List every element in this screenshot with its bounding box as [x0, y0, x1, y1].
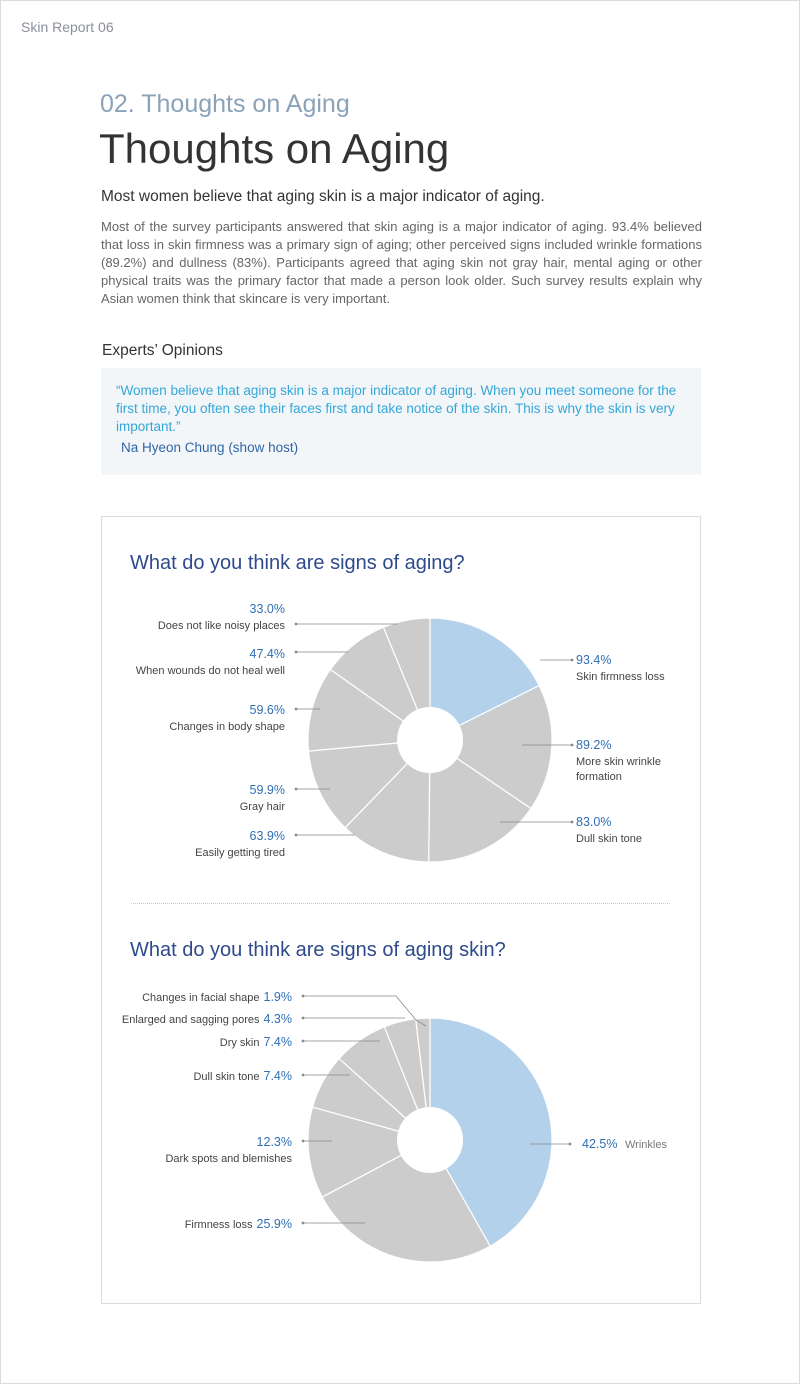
chart2-category-label-2: Dark spots and blemishes — [165, 1153, 292, 1165]
expert-quote-box: “Women believe that aging skin is a majo… — [101, 368, 701, 475]
chart-panel — [101, 516, 701, 1304]
chart1-pct-label-3: 63.9% — [250, 829, 285, 843]
chart2-slice-0 — [429, 1017, 553, 1247]
expert-quote: “Women believe that aging skin is a majo… — [116, 383, 677, 434]
chart2-category-label-3: Dull skin tone — [193, 1071, 259, 1083]
chart2-pct-label-5: 4.3% — [264, 1012, 293, 1026]
chart1-pct-label-6: 47.4% — [250, 647, 285, 661]
chart1-slice-3 — [344, 738, 431, 863]
experts-heading: Experts’ Opinions — [102, 342, 223, 359]
chart2-category-label-0: Wrinkles — [625, 1139, 667, 1151]
chart2-donut-hole — [397, 1107, 463, 1173]
chart1-category-label-6: When wounds do not heal well — [136, 665, 285, 677]
chart1-leader-dot-1 — [570, 743, 574, 747]
chart1-category-label-5: Changes in body shape — [169, 721, 285, 733]
chart-divider — [131, 903, 670, 904]
chart2-leader-dot-0 — [568, 1142, 572, 1146]
chart1-title: What do you think are signs of aging? — [130, 552, 465, 574]
chart1-leader-dot-6 — [294, 650, 298, 654]
chart2-pct-label-6: 1.9% — [264, 990, 293, 1004]
chart2-leader-6 — [303, 995, 427, 1027]
chart1-category-label-2: Dull skin tone — [576, 833, 642, 845]
chart1-donut-hole — [397, 707, 463, 773]
chart1-leader-dot-5 — [294, 707, 298, 711]
chart1-category-label-7: Does not like noisy places — [158, 620, 286, 632]
quote-author: Na Hyeon Chung (show host) — [121, 440, 299, 455]
chart1-leader-dot-7 — [294, 622, 298, 626]
chart2-leader-dot-4 — [301, 1039, 305, 1043]
chart1-leader-dot-0 — [570, 658, 574, 662]
chart2-category-label-5: Enlarged and sagging pores — [122, 1014, 260, 1026]
page-title: Thoughts on Aging — [99, 125, 450, 172]
chart1-leader-dot-3 — [294, 833, 298, 837]
chart1-slice-2 — [428, 738, 532, 863]
chart1-slice-4 — [307, 739, 432, 829]
chart2-category-label-6: Changes in facial shape — [142, 992, 259, 1004]
chart1-category-label-1-line1: formation — [576, 771, 622, 783]
chart2-leader-dot-1 — [301, 1221, 305, 1225]
report-label: Skin Report 06 — [21, 19, 114, 35]
chart1-pct-label-4: 59.9% — [250, 783, 285, 797]
chart1-category-label-1-line0: More skin wrinkle — [576, 756, 661, 768]
chart1-leader-dot-2 — [570, 820, 574, 824]
chart1-pct-label-7: 33.0% — [250, 602, 285, 616]
chart1-slice-0 — [429, 617, 540, 741]
body-paragraph: Most of the survey participants answered… — [101, 219, 702, 306]
chart1-pct-label-0: 93.4% — [576, 653, 611, 667]
chart2-leader-dot-2 — [301, 1139, 305, 1143]
chart2-title: What do you think are signs of aging ski… — [130, 939, 506, 961]
section-number: 02. Thoughts on Aging — [100, 90, 350, 118]
chart1-pct-label-2: 83.0% — [576, 815, 611, 829]
chart1-pct-label-1: 89.2% — [576, 738, 611, 752]
chart2-pct-label-0: 42.5% — [582, 1137, 617, 1151]
chart2-category-label-1: Firmness loss — [185, 1219, 253, 1231]
chart2-slice-1 — [321, 1139, 492, 1263]
chart1-leader-dot-4 — [294, 787, 298, 791]
chart2-pct-label-1: 25.9% — [257, 1217, 292, 1231]
chart2-leader-dot-6 — [301, 994, 305, 998]
chart2-leader-dot-3 — [301, 1073, 305, 1077]
chart1-category-label-0: Skin firmness loss — [576, 671, 665, 683]
chart2-leader-dot-5 — [301, 1016, 305, 1020]
chart1-category-label-3: Easily getting tired — [195, 847, 285, 859]
chart1-slice-1 — [428, 684, 553, 810]
chart2-pct-label-2: 12.3% — [257, 1135, 292, 1149]
chart2-pct-label-4: 7.4% — [264, 1035, 293, 1049]
chart2-slice-2 — [307, 1106, 432, 1198]
lead-sentence: Most women believe that aging skin is a … — [101, 188, 545, 205]
chart1-pct-label-5: 59.6% — [250, 703, 285, 717]
chart2-pct-label-3: 7.4% — [264, 1069, 293, 1083]
chart2-category-label-4: Dry skin — [220, 1037, 260, 1049]
chart1-category-label-4: Gray hair — [240, 801, 286, 813]
